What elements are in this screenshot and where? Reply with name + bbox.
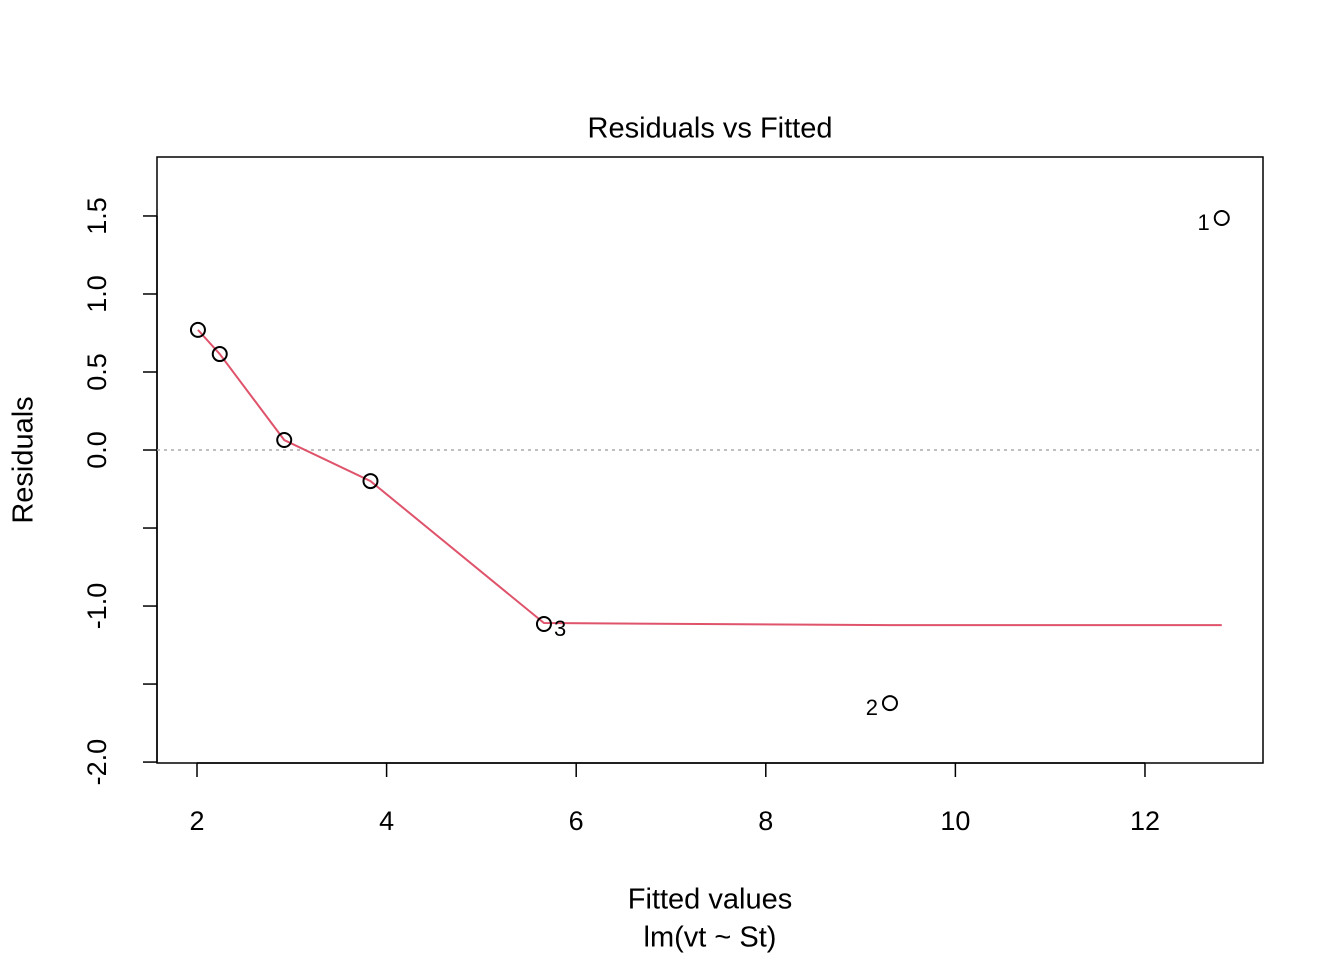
x-tick-label: 6 — [569, 806, 584, 836]
chart-title: Residuals vs Fitted — [588, 113, 833, 145]
point — [535, 615, 552, 632]
point-label: 3 — [554, 616, 566, 641]
plot-frame — [156, 156, 1264, 764]
y-tick-label: 1.5 — [82, 197, 112, 235]
x-tick-label: 10 — [940, 806, 970, 836]
point — [189, 321, 206, 338]
y-tick-label: -2.0 — [82, 739, 112, 786]
point-label: 1 — [1198, 210, 1210, 235]
point — [276, 432, 293, 449]
y-tick-label: 1.0 — [82, 275, 112, 313]
point — [362, 473, 379, 490]
y-tick-label: -1.0 — [82, 583, 112, 630]
y-tick-label: 0.0 — [82, 431, 112, 469]
x-tick-label: 2 — [189, 806, 204, 836]
point-label: 2 — [866, 695, 878, 720]
x-tick-label: 4 — [379, 806, 394, 836]
subtitle: lm(vt ~ St) — [644, 922, 777, 954]
x-tick-label: 12 — [1130, 806, 1160, 836]
y-tick-label: 0.5 — [82, 353, 112, 391]
y-axis-label: Residuals — [8, 396, 40, 523]
point — [881, 695, 898, 712]
x-tick-label: 8 — [758, 806, 773, 836]
x-axis-label: Fitted values — [628, 884, 792, 916]
point — [1213, 210, 1230, 227]
point — [211, 346, 228, 363]
smooth-line — [197, 329, 1222, 627]
